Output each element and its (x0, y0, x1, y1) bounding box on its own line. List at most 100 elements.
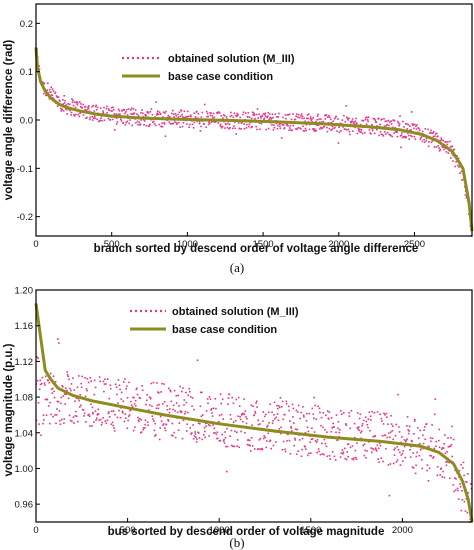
panel-a-scatter-point (103, 106, 105, 109)
panel-a-scatter-point (107, 108, 110, 110)
panel-a-scatter-point (443, 148, 445, 151)
panel-a-scatter-point (378, 134, 380, 137)
panel-b-scatter-point (189, 390, 191, 393)
panel-b-scatter-point (359, 431, 362, 434)
panel-a-scatter-point (92, 117, 95, 119)
panel-b-scatter-point (170, 400, 173, 403)
panel-b-scatter-point (382, 460, 384, 463)
panel-b-scatter-point (309, 441, 311, 443)
panel-a-scatter-point (74, 101, 76, 103)
panel-b-scatter-point (167, 420, 170, 422)
panel-a-scatter-point (43, 82, 46, 85)
panel-a-scatter-point (205, 126, 207, 128)
panel-a-scatter-point (283, 127, 286, 129)
panel-b-scatter-point (108, 397, 111, 400)
panel-b-scatter-point (133, 403, 136, 405)
panel-a-scatter-point (70, 111, 73, 114)
panel-a-scatter-point (190, 115, 192, 118)
panel-a-scatter-point (101, 119, 103, 122)
panel-a-scatter-point (218, 112, 221, 114)
panel-b-scatter-point (457, 498, 460, 500)
panel-b-scatter-point (187, 394, 189, 397)
panel-b-scatter-point (326, 431, 328, 433)
panel-b-scatter-point (232, 402, 235, 405)
panel-a-scatter-point (398, 125, 400, 127)
panel-a-scatter-point (272, 116, 274, 119)
panel-b-scatter-point (431, 424, 433, 426)
panel-b-scatter-point (385, 412, 388, 415)
panel-b-scatter-point (173, 404, 175, 407)
panel-a-scatter-point (177, 116, 180, 118)
panel-a-scatter-point (385, 133, 387, 135)
panel-b-scatter-point (359, 413, 362, 416)
panel-b-scatter-point (106, 378, 109, 380)
panel-b-scatter-point (262, 437, 265, 440)
panel-b-scatter-point (311, 427, 313, 429)
panel-b-scatter-point (297, 404, 300, 407)
panel-b-scatter-point (301, 437, 304, 440)
panel-b-scatter-point (184, 410, 187, 413)
panel-a-scatter-point (264, 113, 266, 116)
panel-a-scatter-point (405, 136, 408, 138)
panel-b-scatter-point (326, 455, 329, 458)
panel-b-scatter-point (98, 419, 100, 421)
panel-b-scatter-point (191, 397, 194, 399)
panel-a-scatter-point (179, 115, 182, 117)
panel-a-scatter-point (123, 109, 125, 111)
panel-b-scatter-point (285, 400, 288, 403)
panel-b-scatter-point (337, 427, 339, 430)
panel-a-xtick-label: 1500 (253, 239, 274, 250)
panel-a-scatter-point (410, 111, 413, 113)
panel-a-scatter-point (442, 146, 445, 148)
panel-b-scatter-point (269, 439, 272, 442)
panel-a-scatter-point (365, 116, 367, 119)
panel-b-scatter-point (290, 427, 293, 429)
panel-a-scatter-point (121, 109, 124, 112)
panel-a-scatter-point (367, 116, 370, 118)
panel-a-scatter-point (45, 94, 47, 97)
panel-a-scatter-point (324, 118, 327, 120)
panel-a-scatter-point (288, 113, 291, 115)
panel-a-scatter-point (126, 114, 129, 116)
panel-a-scatter-point (139, 124, 141, 126)
panel-b-scatter-point (54, 381, 57, 383)
panel-a-scatter-point (465, 197, 468, 199)
panel-b-scatter-point (278, 406, 281, 409)
panel-a-scatter-point (241, 121, 243, 124)
panel-b-scatter-point (401, 436, 403, 438)
panel-b-scatter-point (76, 415, 78, 418)
panel-a-scatter-point (67, 103, 69, 105)
panel-a-scatter-point (352, 122, 355, 124)
panel-b-scatter-point (384, 414, 386, 416)
panel-b-scatter-point (314, 404, 316, 407)
panel-a-scatter-point (247, 116, 249, 118)
panel-a-scatter-point (459, 172, 461, 174)
panel-b-scatter-point (450, 444, 453, 446)
panel-a-scatter-point (269, 116, 271, 119)
panel-a-scatter-point (132, 113, 134, 115)
panel-a-scatter-point (85, 117, 87, 119)
panel-a-scatter-point (341, 119, 344, 121)
panel-b-scatter-point (430, 440, 432, 443)
panel-b-scatter-point (329, 458, 331, 460)
panel-a-scatter-point (266, 116, 268, 119)
panel-a-scatter-point (320, 118, 322, 120)
panel-a-scatter-point (250, 126, 252, 129)
panel-a-scatter-point (316, 119, 318, 121)
panel-b-scatter-point (321, 453, 324, 455)
panel-b-scatter-point (58, 342, 60, 344)
panel-a-scatter-point (83, 106, 86, 108)
panel-b-scatter-point (467, 473, 469, 475)
panel-b-scatter-point (198, 437, 201, 439)
panel-a-scatter-point (402, 120, 404, 123)
panel-b-scatter-point (218, 414, 221, 417)
panel-b-scatter-point (136, 387, 138, 390)
panel-a-scatter-point (452, 154, 454, 157)
panel-b-scatter-point (461, 490, 463, 492)
panel-b-scatter-point (154, 422, 156, 425)
panel-b-scatter-point (198, 432, 200, 434)
panel-b-scatter-point (279, 397, 282, 399)
panel-b-scatter-point (432, 457, 434, 459)
panel-a-scatter-point (435, 132, 438, 135)
panel-b-scatter-point (161, 403, 164, 405)
